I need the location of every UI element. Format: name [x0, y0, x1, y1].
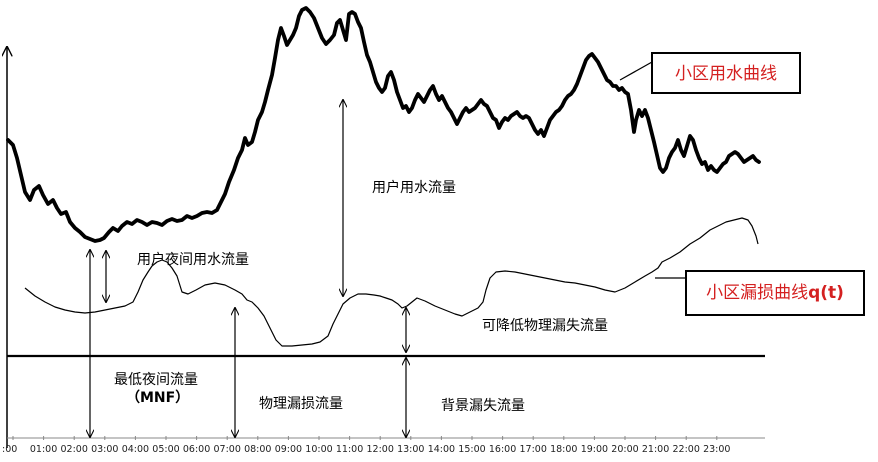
x-tick-label: 22:00: [673, 444, 700, 455]
x-tick-label: 23:00: [703, 444, 730, 455]
mnf-sublabel: （MNF）: [126, 390, 189, 406]
x-tick-label: 16:00: [489, 444, 516, 455]
x-tick-label: 03:00: [91, 444, 118, 455]
usage-curve: [6, 6, 761, 243]
leak-curve-label: 小区漏损曲线q(t): [706, 283, 844, 303]
usage-curve-label: 小区用水曲线: [675, 64, 777, 84]
leak-curve-box: [685, 270, 865, 316]
x-tick-label: 21:00: [642, 444, 669, 455]
usage-callout-line: [619, 61, 653, 81]
x-tick-label: 17:00: [520, 444, 547, 455]
x-tick-label: 19:00: [581, 444, 608, 455]
x-tick-label: 04:00: [122, 444, 149, 455]
reducible-leak-label: 可降低物理漏失流量: [482, 318, 608, 334]
leak-curve: [24, 217, 759, 347]
user-flow-label: 用户用水流量: [372, 179, 456, 196]
x-tick-label: 20:00: [611, 444, 638, 455]
x-tick-label: 09:00: [275, 444, 302, 455]
x-axis-ticks: :00 01:00 02:00 03:00 04:00 05:00 06:00 07:00 08…: [2, 436, 730, 455]
usage-curve-box: [651, 52, 801, 94]
x-tick-label: 07:00: [214, 444, 241, 455]
x-tick-label: 14:00: [428, 444, 455, 455]
x-tick-label: 06:00: [183, 444, 210, 455]
x-tick-label: 18:00: [550, 444, 577, 455]
x-tick-label: 10:00: [305, 444, 332, 455]
leak-curve-label-text: 小区漏损曲线: [706, 283, 808, 303]
leak-curve-label-suffix: q(t): [808, 283, 844, 303]
mnf-label: 最低夜间流量: [114, 372, 198, 388]
physical-leak-label: 物理漏损流量: [259, 396, 343, 412]
x-tick-label: 12:00: [367, 444, 394, 455]
x-tick-label: 13:00: [397, 444, 424, 455]
x-tick-label: 05:00: [152, 444, 179, 455]
x-tick-label: 02:00: [61, 444, 88, 455]
x-tick-label: 01:00: [30, 444, 57, 455]
night-user-flow-label: 用户夜间用水流量: [137, 251, 249, 268]
x-tick-label: 08:00: [244, 444, 271, 455]
x-tick-label: 15:00: [458, 444, 485, 455]
x-tick-label: :00: [2, 444, 17, 455]
background-leak-label: 背景漏失流量: [441, 398, 525, 414]
x-tick-label: 11:00: [336, 444, 363, 455]
